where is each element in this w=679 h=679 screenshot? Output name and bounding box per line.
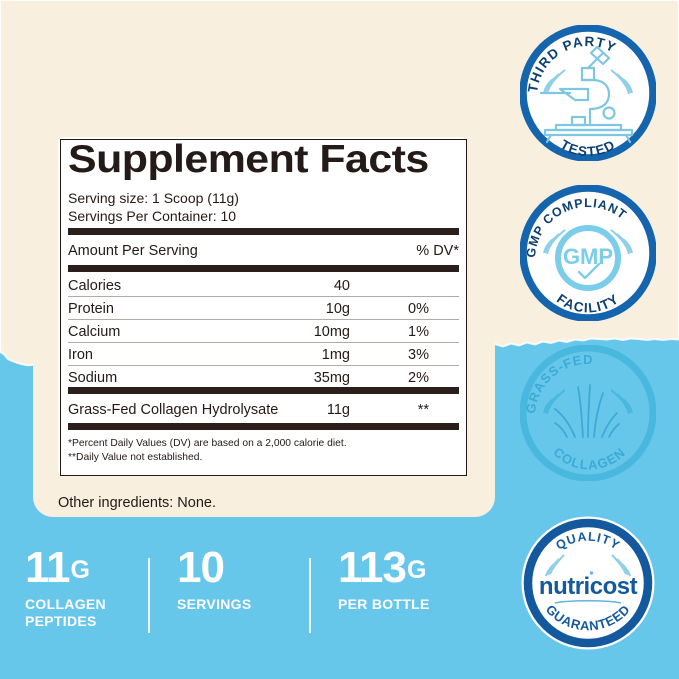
svg-text:nutricost: nutricost bbox=[539, 573, 638, 600]
svg-text:GMP: GMP bbox=[563, 244, 613, 269]
svg-text:GRASS-FED: GRASS-FED bbox=[523, 352, 594, 414]
